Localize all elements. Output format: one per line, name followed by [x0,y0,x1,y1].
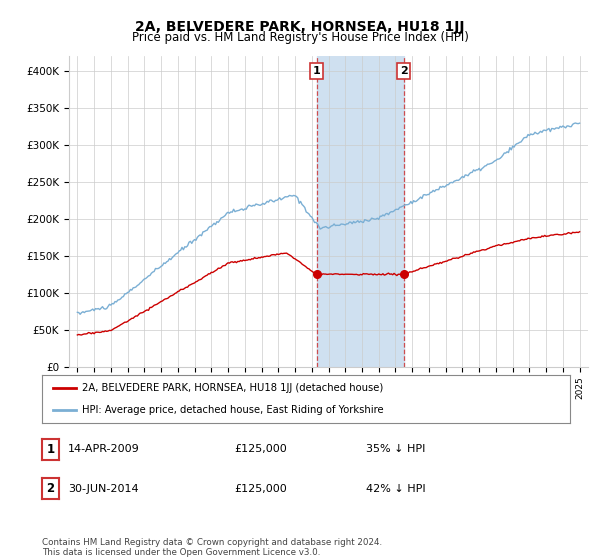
Text: HPI: Average price, detached house, East Riding of Yorkshire: HPI: Average price, detached house, East… [82,405,383,415]
Text: £125,000: £125,000 [234,445,287,454]
Text: 1: 1 [46,443,55,456]
Text: 30-JUN-2014: 30-JUN-2014 [68,484,139,493]
Text: 42% ↓ HPI: 42% ↓ HPI [366,484,425,493]
Text: 35% ↓ HPI: 35% ↓ HPI [366,445,425,454]
Text: 2A, BELVEDERE PARK, HORNSEA, HU18 1JJ (detached house): 2A, BELVEDERE PARK, HORNSEA, HU18 1JJ (d… [82,383,383,393]
Text: Price paid vs. HM Land Registry's House Price Index (HPI): Price paid vs. HM Land Registry's House … [131,31,469,44]
Text: Contains HM Land Registry data © Crown copyright and database right 2024.
This d: Contains HM Land Registry data © Crown c… [42,538,382,557]
Text: 2: 2 [400,66,408,76]
Text: 2A, BELVEDERE PARK, HORNSEA, HU18 1JJ: 2A, BELVEDERE PARK, HORNSEA, HU18 1JJ [135,20,465,34]
Text: £125,000: £125,000 [234,484,287,493]
Bar [317,56,404,367]
Text: 1: 1 [313,66,320,76]
Text: 14-APR-2009: 14-APR-2009 [68,445,140,454]
Text: 2: 2 [46,482,55,495]
